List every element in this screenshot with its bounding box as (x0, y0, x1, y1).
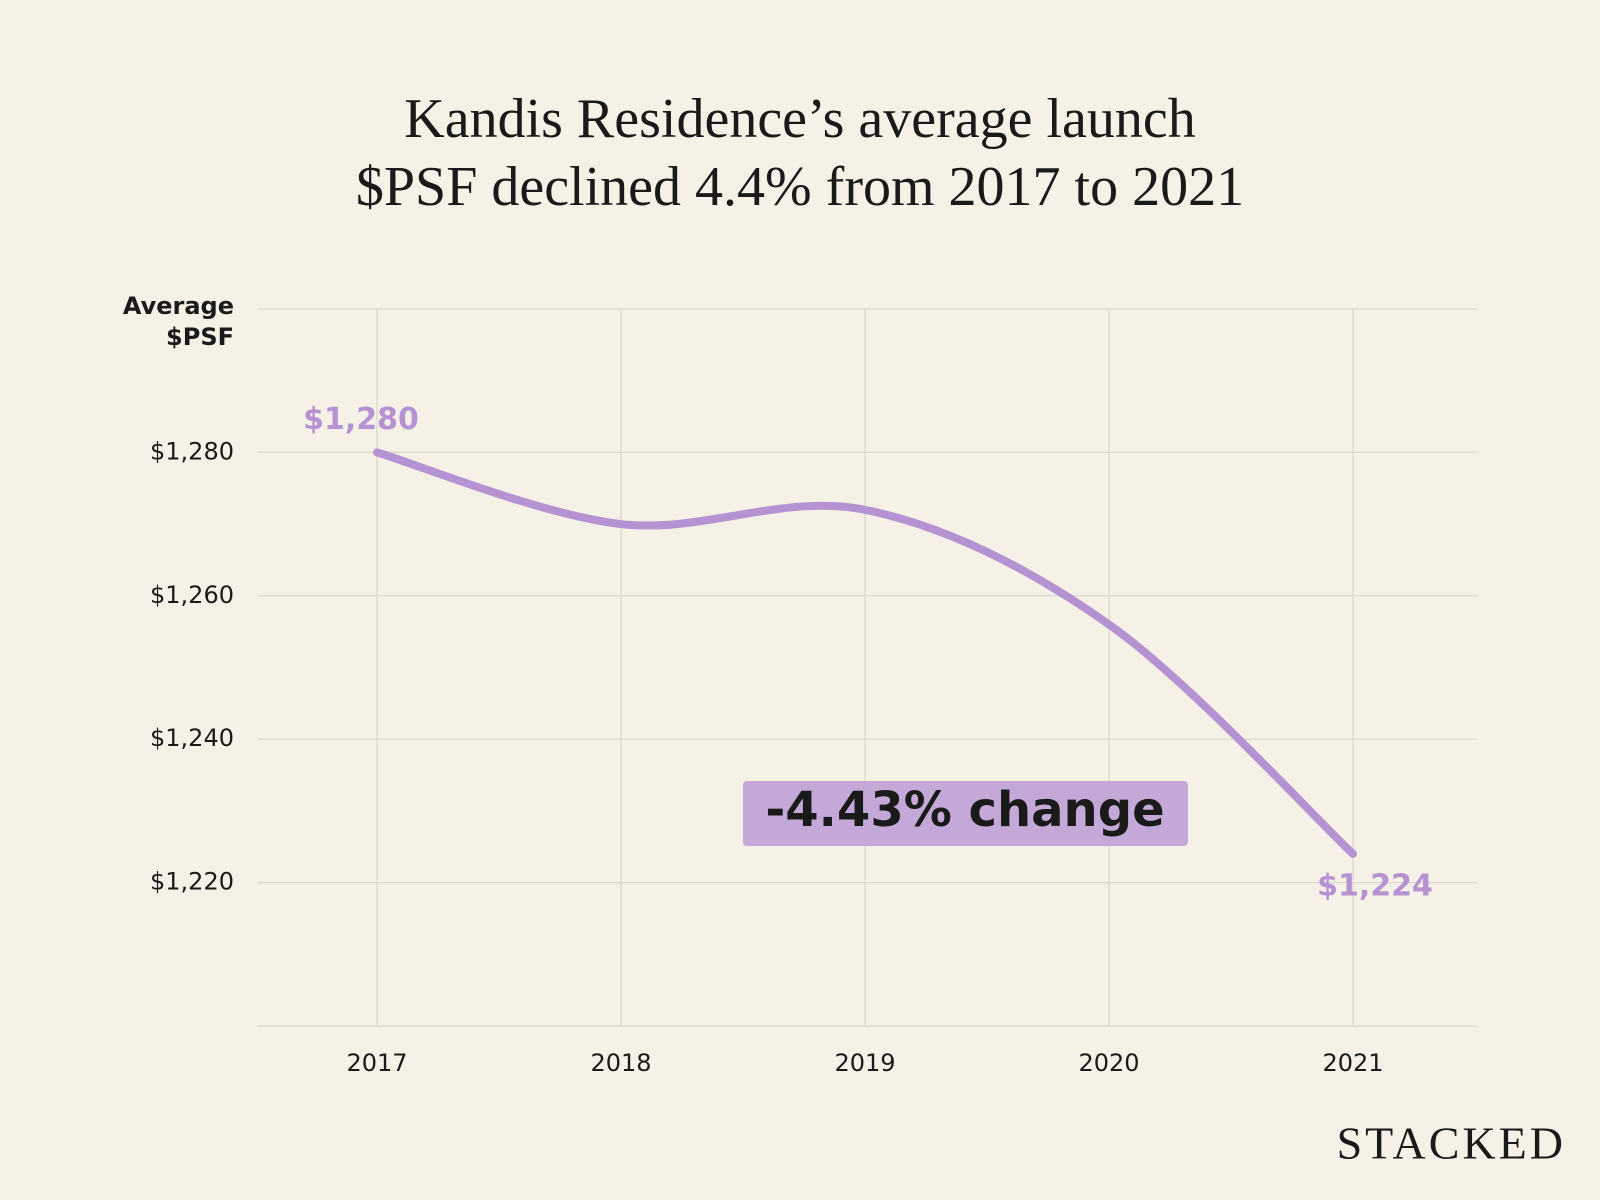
data-line (373, 448, 1357, 858)
y-tick-label: $1,240 (150, 724, 234, 752)
y-axis-label: Average (123, 292, 234, 320)
chart-title: Kandis Residence’s average launch (404, 88, 1195, 150)
data-label: $1,224 (1317, 868, 1433, 903)
annotation: -4.43% change (765, 782, 1164, 838)
y-tick-label: $1,280 (150, 437, 234, 465)
chart-title: $PSF declined 4.4% from 2017 to 2021 (356, 156, 1244, 218)
brand: STACKED (1337, 1118, 1566, 1169)
x-tick-label: 2021 (1322, 1049, 1383, 1077)
x-tick-label: 2020 (1078, 1049, 1139, 1077)
data-label: $1,280 (303, 402, 419, 437)
x-tick-label: 2019 (834, 1049, 895, 1077)
y-axis-label: $PSF (166, 323, 234, 351)
annotation-box (743, 781, 1188, 846)
x-tick-label: 2017 (346, 1049, 407, 1077)
x-tick-label: 2018 (590, 1049, 651, 1077)
y-tick-label: $1,260 (150, 581, 234, 609)
y-tick-label: $1,220 (150, 868, 234, 896)
